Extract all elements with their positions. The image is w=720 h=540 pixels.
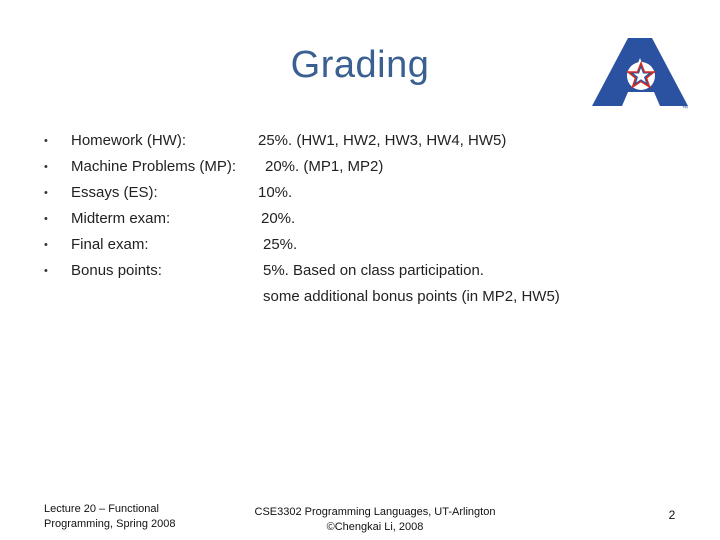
slide-title: Grading [290,44,430,86]
ut-arlington-logo-icon: ™ [592,38,688,112]
footer-center-line1: CSE3302 Programming Languages, UT-Arling… [254,506,496,518]
item-value-midterm: 20%. [261,210,296,227]
logo-trademark: ™ [682,105,688,112]
item-label-machine-problems: Machine Problems (MP): [71,158,237,175]
bullet: • [44,135,48,147]
list-item: • Machine Problems (MP): 20%. (MP1, MP2) [0,154,720,180]
footer-course-info: CSE3302 Programming Languages, UT-Arling… [250,505,500,535]
item-value-essays: 10%. [258,184,293,201]
list-item: • Essays (ES): 10%. [0,180,720,206]
footer-left-line1: Lecture 20 – Functional [44,503,159,515]
list-item-bonus-note: some additional bonus points (in MP2, HW… [0,284,720,310]
logo-star-inner [633,68,649,83]
item-label-final: Final exam: [71,236,149,253]
bullet: • [44,239,48,251]
list-item: • Final exam: 25%. [0,232,720,258]
list-item: • Midterm exam: 20%. [0,206,720,232]
item-value-machine-problems: 20%. (MP1, MP2) [265,158,384,175]
item-label-essays: Essays (ES): [71,184,158,201]
item-label-midterm: Midterm exam: [71,210,171,227]
list-item: • Bonus points: 5%. Based on class parti… [0,258,720,284]
footer-lecture-info: Lecture 20 – Functional Programming, Spr… [44,502,194,532]
item-value-homework: 25%. (HW1, HW2, HW3, HW4, HW5) [258,132,507,149]
item-label-bonus: Bonus points: [71,262,162,279]
bullet: • [44,265,48,277]
item-value-final: 25%. [263,236,298,253]
footer-left-line2: Programming, Spring 2008 [44,518,176,530]
page-number: 2 [668,508,676,522]
bonus-note: some additional bonus points (in MP2, HW… [263,288,560,305]
bullet: • [44,161,48,173]
item-label-homework: Homework (HW): [71,132,186,149]
item-value-bonus: 5%. Based on class participation. [263,262,484,279]
list-item: • Homework (HW): 25%. (HW1, HW2, HW3, HW… [0,128,720,154]
bullet: • [44,187,48,199]
bullet: • [44,213,48,225]
footer-center-line2: ©Chengkai Li, 2008 [326,521,424,533]
